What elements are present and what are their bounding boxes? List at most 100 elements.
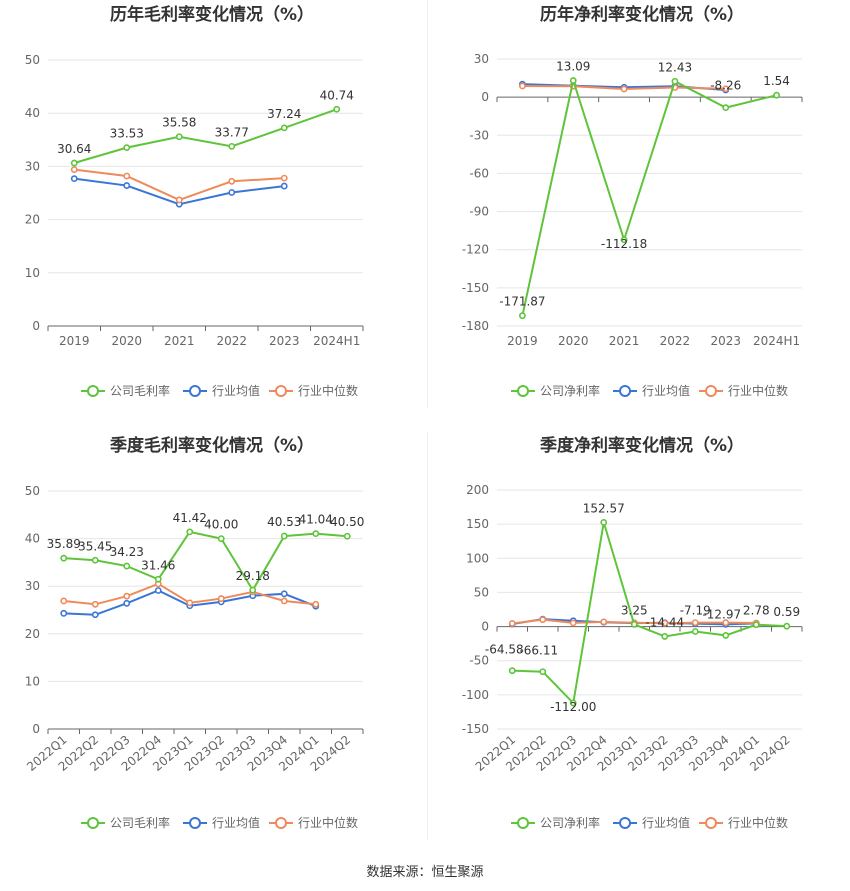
- y-tick-label: 10: [25, 674, 40, 688]
- legend-item-company: 公司净利率: [511, 383, 600, 398]
- data-point-industry_median: [217, 595, 225, 602]
- data-point-company: [228, 142, 236, 150]
- legend-marker: [517, 817, 529, 829]
- data-point-company: [569, 77, 577, 84]
- data-point-industry_avg: [280, 182, 288, 190]
- legend-marker: [619, 817, 631, 829]
- data-label: 34.23: [110, 545, 144, 559]
- legend-marker: [275, 817, 287, 829]
- data-point-industry_median: [519, 82, 526, 90]
- data-label: 41.04: [299, 513, 333, 527]
- data-point-company: [722, 104, 730, 112]
- legend-item-industry_avg: 行业均值: [613, 383, 690, 398]
- data-point-industry_median: [661, 619, 669, 627]
- series-line-company: [512, 522, 787, 706]
- y-tick-label: 0: [32, 722, 40, 736]
- legend-marker: [189, 817, 201, 829]
- data-point-company: [312, 530, 320, 538]
- y-tick-label: 50: [474, 585, 489, 599]
- data-point-industry_median: [123, 172, 131, 180]
- y-tick-label: 0: [32, 319, 40, 333]
- x-tick-label: 2023: [269, 334, 300, 348]
- x-tick-label: 2020: [558, 334, 589, 348]
- legend-marker: [705, 385, 717, 397]
- x-tick-label: 2019: [59, 334, 90, 348]
- chart-title: 历年净利率变化情况（%）: [540, 4, 744, 25]
- data-point-company: [91, 556, 99, 564]
- data-point-company: [519, 312, 526, 320]
- data-point-company: [60, 554, 68, 562]
- data-point-industry_median: [600, 618, 608, 626]
- legend-label: 行业均值: [642, 815, 690, 830]
- legend-marker: [517, 385, 529, 397]
- y-tick-label: 30: [25, 159, 40, 173]
- legend-item-company: 公司毛利率: [81, 383, 170, 398]
- legend-marker: [619, 385, 631, 397]
- y-tick-label: 100: [466, 551, 489, 565]
- data-label: 12.43: [658, 60, 692, 74]
- data-point-industry_median: [186, 599, 194, 607]
- y-tick-label: 20: [25, 627, 40, 641]
- y-tick-label: 50: [25, 53, 40, 67]
- y-tick-label: -100: [462, 688, 489, 702]
- y-tick-label: -150: [462, 722, 489, 736]
- data-label: 35.58: [162, 116, 196, 130]
- data-point-industry_median: [228, 177, 236, 185]
- data-point-industry_median: [569, 619, 577, 627]
- data-point-company: [773, 91, 780, 99]
- y-tick-label: 20: [25, 213, 40, 227]
- data-label: 37.24: [267, 107, 301, 121]
- data-point-company: [186, 528, 194, 536]
- y-tick-label: -60: [469, 166, 489, 180]
- data-point-company: [671, 77, 679, 85]
- y-tick-label: 30: [474, 52, 489, 66]
- chart-title: 季度净利率变化情况（%）: [540, 435, 744, 456]
- y-tick-label: 50: [25, 484, 40, 498]
- data-label: 0.59: [773, 605, 800, 619]
- series-line-company: [521, 76, 777, 316]
- chart-annual-net-margin-svg: 历年净利率变化情况（%） -180 -150 -120 -90 -60 -30 0 30 2019…: [462, 4, 803, 398]
- chart-title: 历年毛利率变化情况（%）: [110, 4, 314, 25]
- y-tick-label: 30: [25, 579, 40, 593]
- chart-title: 季度毛利率变化情况（%）: [110, 435, 314, 456]
- data-label: -64.58: [485, 643, 524, 657]
- legend-item-industry_median: 行业中位数: [699, 815, 788, 830]
- data-point-industry_median: [722, 85, 730, 93]
- data-label: 40.74: [320, 88, 354, 102]
- legend-label: 公司净利率: [540, 383, 600, 398]
- data-point-industry_median: [91, 600, 99, 608]
- data-point-company: [70, 159, 78, 167]
- data-label: 30.64: [57, 142, 91, 156]
- data-point-company: [783, 622, 791, 630]
- data-point-industry_avg: [123, 182, 131, 189]
- data-label: 152.57: [583, 501, 625, 515]
- legend-marker: [87, 817, 99, 829]
- data-label: -12.97: [702, 607, 741, 621]
- data-point-company: [600, 518, 608, 526]
- y-tick-label: -120: [462, 243, 489, 257]
- chart-quarterly-gross-margin-svg: 季度毛利率变化情况（%）010203040502022Q12022Q22022Q…: [24, 435, 364, 830]
- x-tick-label: 2020: [111, 334, 142, 348]
- x-tick-label: 2022: [660, 334, 691, 348]
- series-line-industry_median: [74, 168, 285, 201]
- data-point-industry_avg: [228, 189, 236, 196]
- data-point-company: [343, 532, 351, 540]
- legend-label: 行业中位数: [298, 383, 358, 398]
- chart-annual-gross-margin: 历年毛利率变化情况（%） 0 10 20 30 40 50 2019 2020 2021 2022 2…: [0, 0, 425, 430]
- data-point-industry_median: [312, 600, 320, 608]
- y-tick-label: 40: [25, 106, 40, 120]
- data-point-company: [630, 620, 638, 628]
- legend-item-company: 公司净利率: [511, 815, 600, 830]
- y-tick-label: 0: [481, 90, 489, 104]
- x-tick-label: 2024H1: [313, 334, 360, 348]
- data-point-company: [123, 144, 131, 152]
- legend-marker: [705, 817, 717, 829]
- data-point-company: [722, 632, 730, 639]
- legend-item-industry_median: 行业中位数: [269, 383, 358, 398]
- data-label: -14.44: [645, 615, 684, 629]
- data-point-company: [539, 668, 547, 676]
- data-point-industry_avg: [154, 587, 162, 594]
- data-label: 13.09: [556, 59, 590, 73]
- legend-item-industry_avg: 行业均值: [183, 383, 260, 398]
- y-tick-label: -90: [469, 205, 489, 219]
